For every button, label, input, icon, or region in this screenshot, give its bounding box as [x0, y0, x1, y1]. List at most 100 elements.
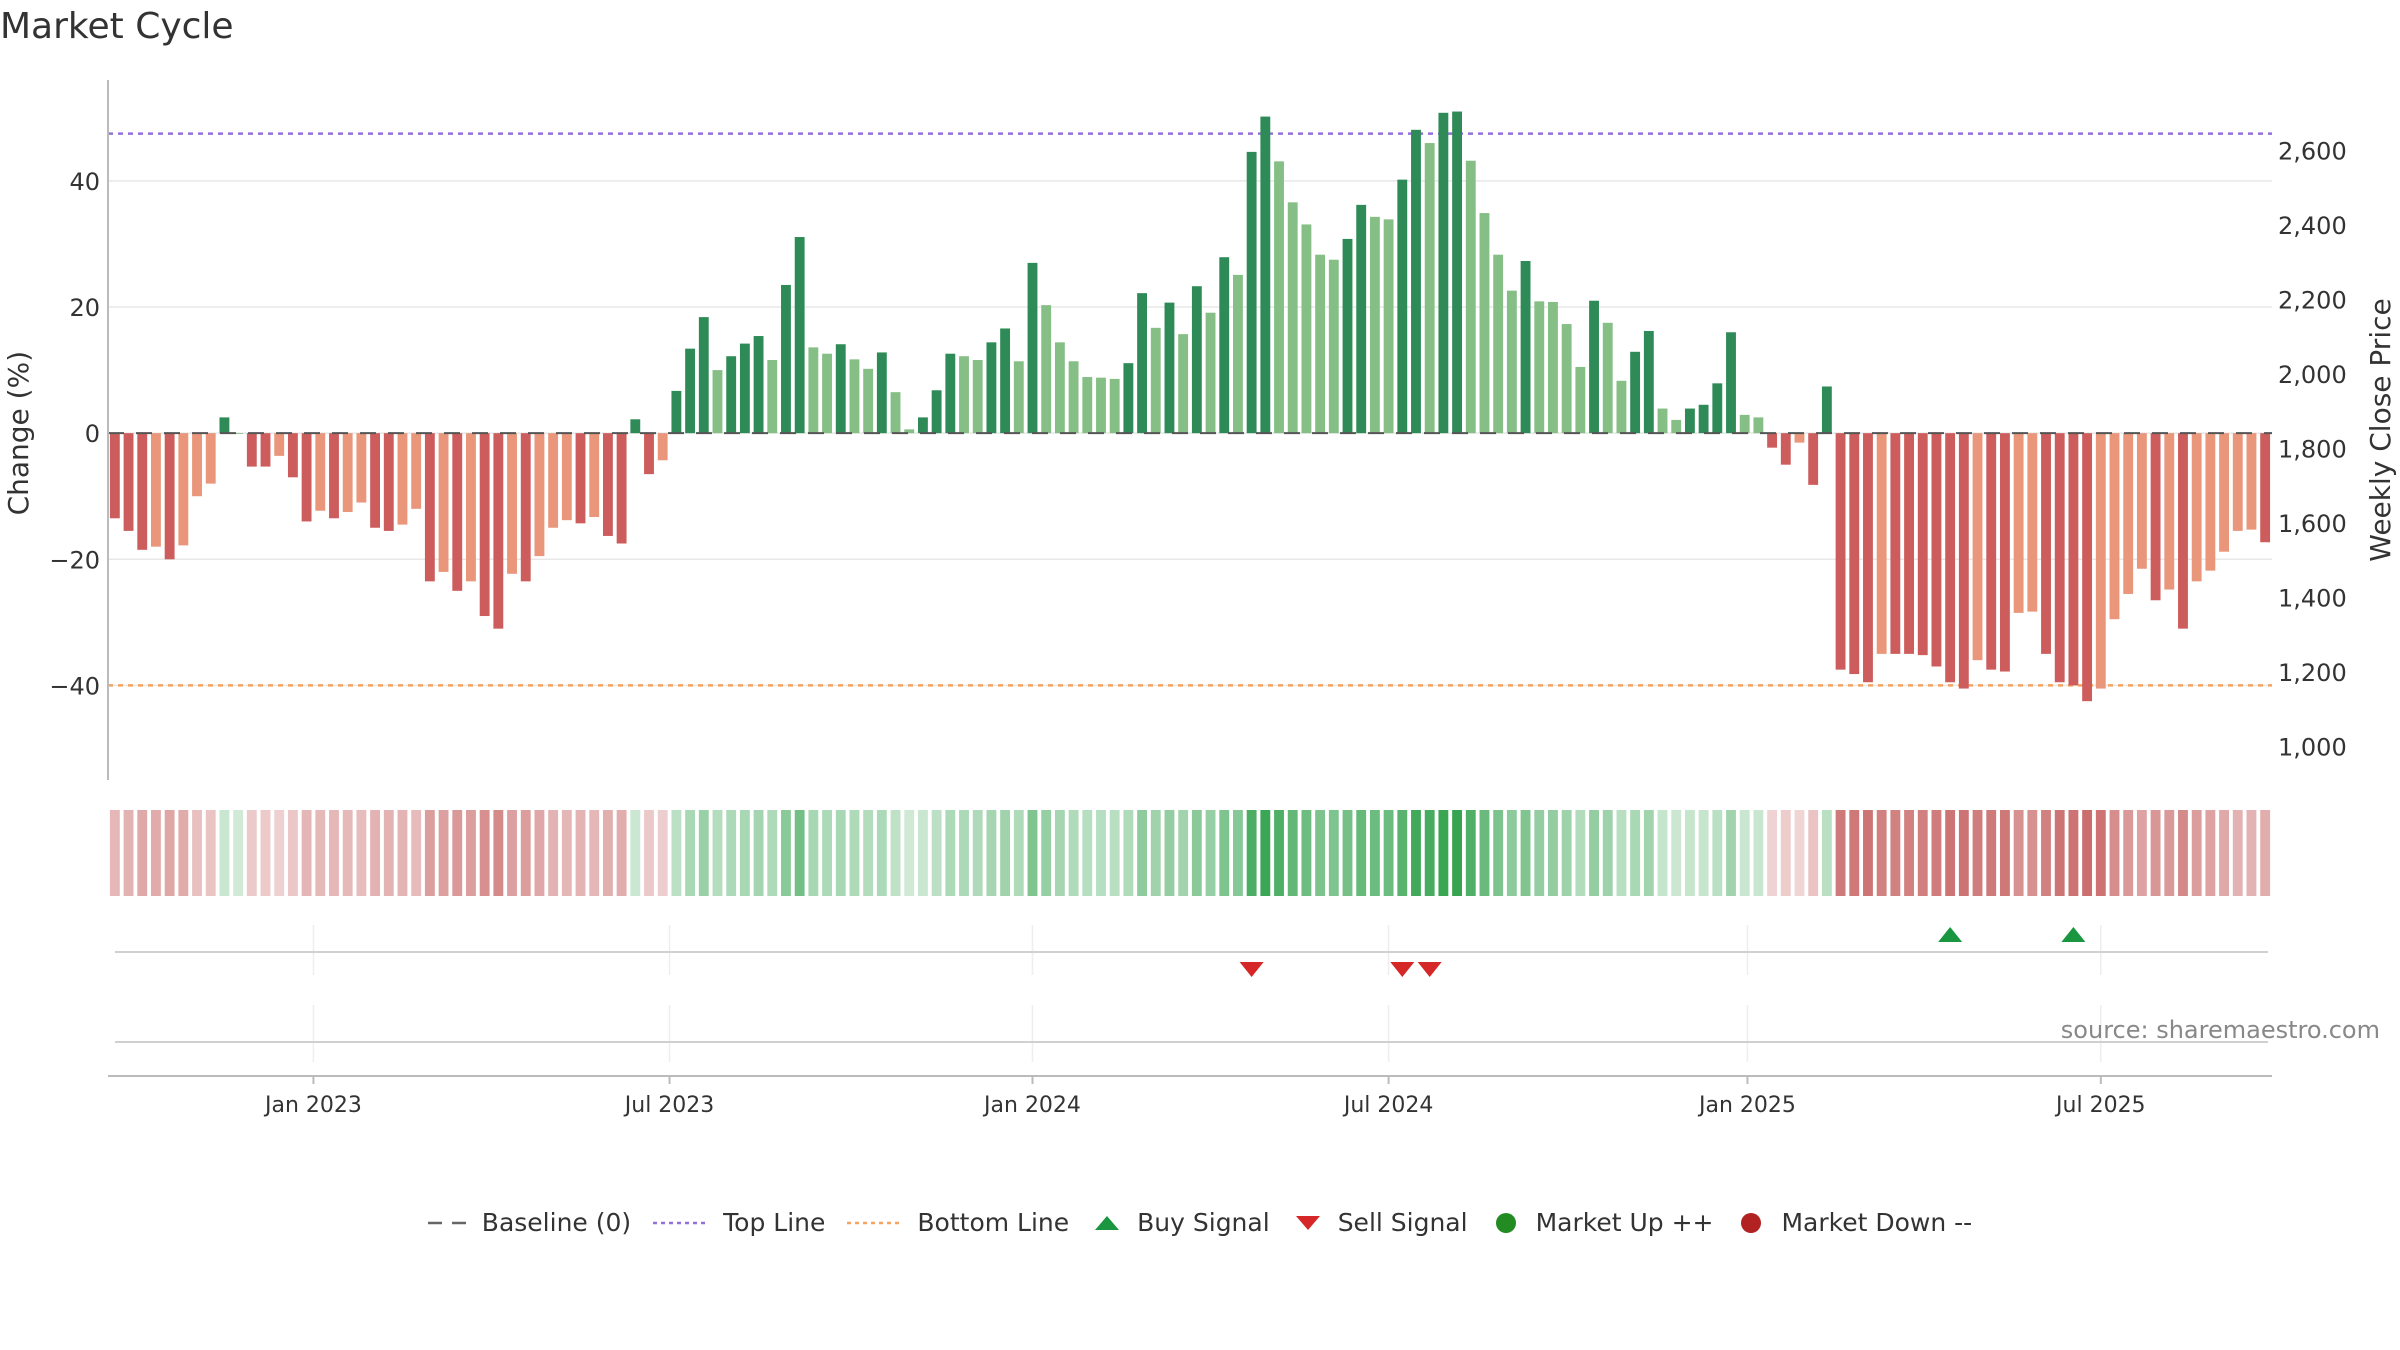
heat-cell	[698, 810, 709, 896]
heat-cell	[356, 810, 367, 896]
heat-cell	[383, 810, 394, 896]
heat-cell	[452, 810, 463, 896]
dotted-line-icon	[653, 1221, 710, 1224]
heat-cell	[1548, 810, 1558, 896]
bar	[1684, 408, 1695, 434]
heat-cell	[2205, 810, 2216, 896]
heat-cell	[712, 810, 723, 896]
bar	[1342, 238, 1353, 434]
heat-cell	[2068, 810, 2079, 896]
bar	[945, 353, 956, 434]
circle-icon	[1495, 1212, 1516, 1233]
bar	[1191, 286, 1202, 434]
buy-signal-marker	[2061, 927, 2086, 942]
y-axis-label: Change (%)	[2, 351, 35, 516]
y2-tick-label: 2,600	[2278, 138, 2347, 166]
bar	[137, 433, 148, 550]
bar	[315, 433, 326, 511]
heat-cell	[2054, 810, 2065, 896]
heat-cell	[424, 810, 435, 896]
heat-cell	[1287, 810, 1298, 896]
bar	[781, 284, 791, 434]
bar	[2205, 433, 2216, 571]
heat-cell	[575, 810, 586, 896]
bar	[1424, 143, 1435, 434]
heat-cell	[1465, 810, 1476, 896]
bar	[1287, 202, 1298, 434]
heat-cell	[1438, 810, 1449, 896]
bar	[1123, 363, 1134, 434]
heat-cell	[835, 810, 846, 896]
bar	[534, 433, 545, 557]
bar	[438, 433, 449, 572]
bar	[2109, 433, 2120, 620]
heat-cell	[917, 810, 928, 896]
bar	[2178, 433, 2188, 629]
bar	[1643, 330, 1654, 434]
bar	[356, 433, 367, 503]
heat-cell	[548, 810, 559, 896]
bar	[1780, 433, 1791, 465]
heat-cell	[1109, 810, 1120, 896]
bar	[2041, 433, 2051, 654]
bar	[1315, 254, 1326, 434]
heat-cell	[1917, 810, 1928, 896]
heat-cell	[1767, 810, 1778, 896]
heat-cell	[808, 810, 819, 896]
heat-cell	[561, 810, 572, 896]
heat-cell	[1753, 810, 1764, 896]
bar	[712, 370, 723, 434]
heat-cell	[1876, 810, 1887, 896]
bar	[1150, 327, 1161, 434]
bar	[1383, 219, 1394, 434]
legend-item-mup: Market Up ++	[1490, 1208, 1713, 1237]
legend-item-buy: Buy Signal	[1091, 1208, 1270, 1237]
bar	[466, 433, 476, 582]
bar	[2095, 433, 2106, 689]
heat-cell	[137, 810, 148, 896]
bar	[972, 360, 983, 434]
legend-item-sell: Sell Signal	[1292, 1208, 1468, 1237]
bar	[1945, 433, 1956, 683]
heat-cell	[192, 810, 202, 896]
heat-cell	[1712, 810, 1723, 896]
y2-tick-label: 1,400	[2278, 585, 2347, 613]
bar	[219, 417, 230, 434]
bar	[630, 419, 641, 434]
bar	[151, 433, 161, 547]
heat-cell	[109, 810, 120, 896]
heat-cell	[1520, 810, 1531, 896]
bar	[2054, 433, 2065, 683]
y2-tick-label: 1,600	[2278, 510, 2347, 538]
bar	[1808, 433, 1819, 485]
bar	[753, 336, 764, 434]
y2-tick-label: 1,000	[2278, 733, 2347, 761]
heat-cell	[205, 810, 216, 896]
heat-cell	[1000, 810, 1011, 896]
bar	[1616, 380, 1627, 434]
heat-cell	[767, 810, 778, 896]
bars	[108, 111, 2272, 702]
heat-cell	[972, 810, 983, 896]
heat-cell	[370, 810, 381, 896]
heat-cell	[904, 810, 915, 896]
heat-cell	[1630, 810, 1641, 896]
heat-cell	[1205, 810, 1216, 896]
y-tick-label: −20	[49, 546, 100, 574]
bar	[1534, 301, 1545, 434]
bar	[589, 433, 600, 518]
heat-cell	[1301, 810, 1312, 896]
heat-cell	[1904, 810, 1914, 896]
dash-line-icon	[427, 1221, 466, 1224]
heat-cell	[1794, 810, 1805, 896]
heat-cell	[233, 810, 244, 896]
sell-signal-marker	[1239, 962, 1264, 977]
axes: 40 20 0 −20 −40 2,600 2,400 2,200 2,000 1,800 1,60…	[2, 80, 2397, 780]
heat-cell	[1068, 810, 1079, 896]
heat-cell	[1958, 810, 1969, 896]
heat-cell	[2260, 810, 2271, 896]
heat-cell	[479, 810, 490, 896]
circle-icon	[1741, 1212, 1762, 1233]
bar	[575, 433, 586, 524]
heat-cell	[1260, 810, 1271, 896]
